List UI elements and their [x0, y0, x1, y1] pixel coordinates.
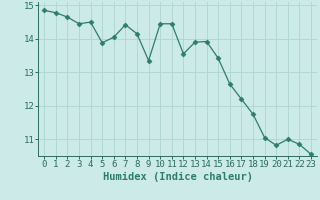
X-axis label: Humidex (Indice chaleur): Humidex (Indice chaleur)	[103, 172, 252, 182]
